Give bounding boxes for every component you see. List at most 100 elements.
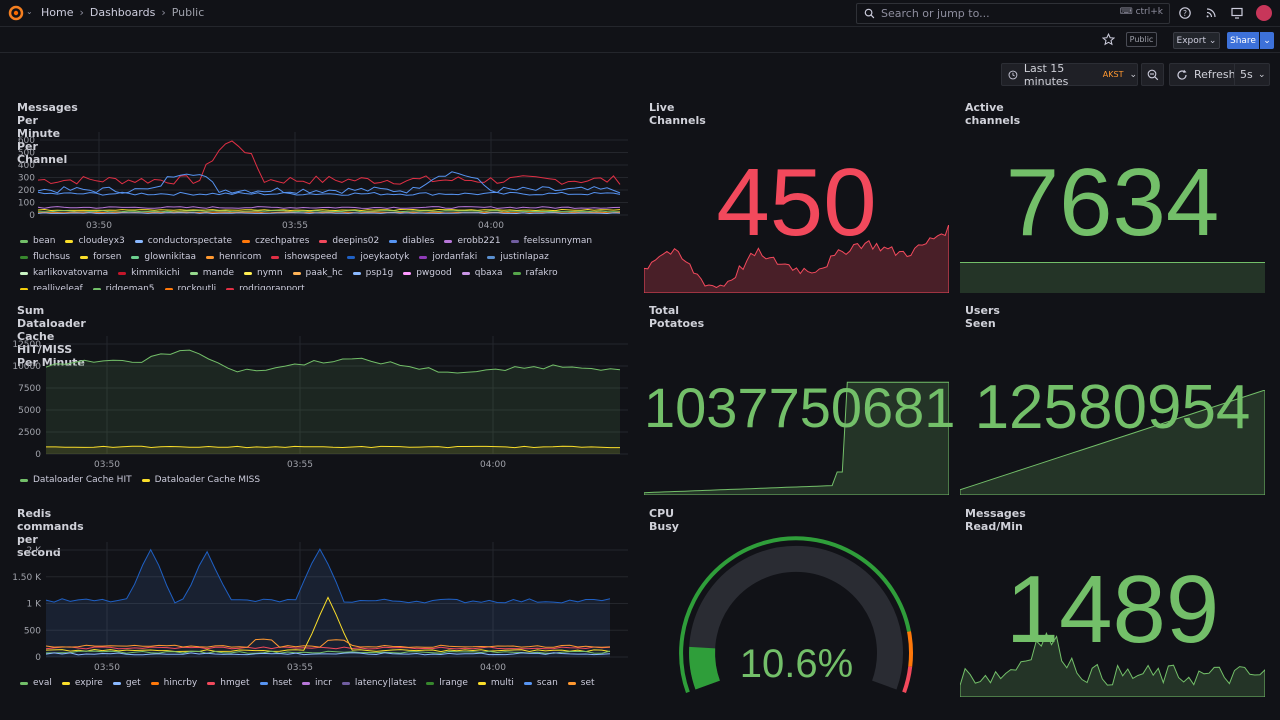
legend-item[interactable]: henricom	[205, 251, 261, 263]
legend-item[interactable]: bean	[20, 235, 55, 247]
help-icon[interactable]: ?	[1178, 6, 1192, 20]
legend-item[interactable]: ishowspeed	[271, 251, 337, 263]
y-tick-label: 1.50 K	[12, 573, 42, 583]
legend-item[interactable]: hincrby	[150, 677, 198, 689]
x-tick-label: 03:50	[94, 460, 120, 470]
legend-item[interactable]: kimmikichi	[118, 267, 180, 279]
legend-item[interactable]: ridgeman5	[92, 283, 155, 290]
legend-item[interactable]: erobb221	[444, 235, 501, 247]
legend-item[interactable]: glownikitaa	[131, 251, 196, 263]
legend-item[interactable]: rafakro	[512, 267, 558, 279]
legend-item[interactable]: diables	[389, 235, 434, 247]
legend-item[interactable]: nymn	[244, 267, 283, 279]
legend-swatch	[131, 255, 140, 259]
time-range-picker[interactable]: Last 15 minutes AKST ⌄	[1001, 62, 1138, 88]
legend-swatch	[118, 271, 127, 275]
series-line-bean	[37, 140, 621, 185]
legend-item[interactable]: get	[112, 677, 141, 689]
legend-label: get	[125, 678, 141, 688]
legend-item[interactable]: feelssunnyman	[510, 235, 593, 247]
legend-item[interactable]: karlikovatovarna	[20, 267, 108, 279]
chevron-down-icon[interactable]: ⌄	[26, 7, 33, 16]
series-line-feelssunnyman	[37, 212, 621, 215]
panel-title: Users Seen	[965, 304, 1000, 330]
legend-item[interactable]: forsen	[80, 251, 121, 263]
legend-swatch	[164, 287, 173, 290]
rss-icon[interactable]	[1204, 6, 1218, 20]
legend-item[interactable]: joeykaotyk	[347, 251, 409, 263]
legend-item[interactable]: qbaxa	[461, 267, 503, 279]
grafana-logo-icon[interactable]	[8, 5, 24, 21]
sparkline	[960, 632, 1265, 697]
zoom-out-button[interactable]	[1141, 63, 1164, 86]
legend-label: incr	[314, 678, 332, 688]
legend-swatch	[487, 255, 496, 259]
legend-swatch	[461, 271, 470, 275]
series-line-ttl	[45, 548, 611, 604]
legend-swatch	[65, 239, 74, 243]
legend-item[interactable]: cloudeyx3	[65, 235, 125, 247]
legend-item[interactable]: psp1g	[352, 267, 393, 279]
legend-item[interactable]: jordanfaki	[419, 251, 477, 263]
refresh-button[interactable]: Refresh 5s ⌄	[1169, 63, 1270, 86]
search-input[interactable]: Search or jump to... ⌨ ctrl+k	[856, 3, 1170, 24]
legend-item[interactable]: hmget	[207, 677, 250, 689]
legend-item[interactable]: rodrigorapport	[226, 283, 305, 290]
refresh-interval[interactable]: 5s	[1240, 68, 1253, 81]
legend-item[interactable]: justinlapaz	[487, 251, 549, 263]
legend-swatch	[512, 271, 521, 275]
legend-item[interactable]: set	[567, 677, 595, 689]
legend-swatch	[352, 271, 361, 275]
panel-title: Messages Read/Min	[965, 507, 1026, 533]
user-avatar[interactable]	[1256, 5, 1272, 21]
legend-label: paak_hc	[305, 268, 343, 278]
legend-item[interactable]: eval	[20, 677, 52, 689]
legend-item[interactable]: incr	[301, 677, 332, 689]
legend-item[interactable]: paak_hc	[292, 267, 343, 279]
x-tick-label: 03:55	[287, 460, 313, 470]
legend-swatch	[259, 681, 268, 685]
legend-item[interactable]: pwgood	[403, 267, 452, 279]
divider	[1234, 64, 1235, 85]
export-button[interactable]: Export ⌄	[1173, 32, 1220, 49]
legend-item[interactable]: conductorspectate	[134, 235, 232, 247]
legend-item[interactable]: fluchsus	[20, 251, 70, 263]
x-tick-label: 04:00	[480, 663, 506, 673]
legend-item[interactable]: deepins02	[319, 235, 379, 247]
legend-item[interactable]: realliveleaf	[20, 283, 83, 290]
legend-label: hincrby	[163, 678, 198, 688]
legend-item[interactable]: expire	[61, 677, 103, 689]
legend-item[interactable]: latency|latest	[341, 677, 416, 689]
breadcrumb-home[interactable]: Home	[41, 6, 74, 19]
share-button[interactable]: Share	[1227, 32, 1259, 49]
legend-item[interactable]: lrange	[426, 677, 468, 689]
monitor-icon[interactable]	[1230, 6, 1244, 20]
legend-swatch	[20, 681, 28, 685]
legend-item[interactable]: mande	[189, 267, 234, 279]
legend-item[interactable]: Dataloader Cache MISS	[141, 474, 261, 486]
legend-label: feelssunnyman	[523, 236, 593, 246]
legend-swatch	[226, 287, 235, 290]
legend-label: Dataloader Cache MISS	[154, 475, 261, 485]
legend-label: bean	[33, 236, 56, 246]
breadcrumb: Home › Dashboards › Public	[41, 6, 204, 19]
y-tick-label: 5000	[18, 406, 41, 416]
star-icon[interactable]	[1102, 33, 1115, 46]
x-tick-label: 04:00	[478, 221, 504, 230]
series-line-czechpatres	[37, 206, 621, 209]
breadcrumb-dashboards[interactable]: Dashboards	[89, 6, 156, 19]
legend-item[interactable]: multi	[477, 677, 514, 689]
legend-swatch	[419, 255, 428, 259]
share-menu-button[interactable]: ⌄	[1260, 32, 1274, 49]
legend-item[interactable]: scan	[523, 677, 558, 689]
legend-item[interactable]: Dataloader Cache HIT	[20, 474, 132, 486]
legend-swatch	[80, 255, 89, 259]
svg-text:?: ?	[1183, 9, 1187, 18]
legend-label: glownikitaa	[144, 252, 196, 262]
search-shortcut: ⌨ ctrl+k	[1120, 7, 1163, 17]
legend-item[interactable]: czechpatres	[242, 235, 309, 247]
legend-label: qbaxa	[474, 268, 503, 278]
breadcrumb-current: Public	[171, 6, 205, 19]
legend-item[interactable]: rockoutli	[164, 283, 216, 290]
legend-item[interactable]: hset	[259, 677, 292, 689]
